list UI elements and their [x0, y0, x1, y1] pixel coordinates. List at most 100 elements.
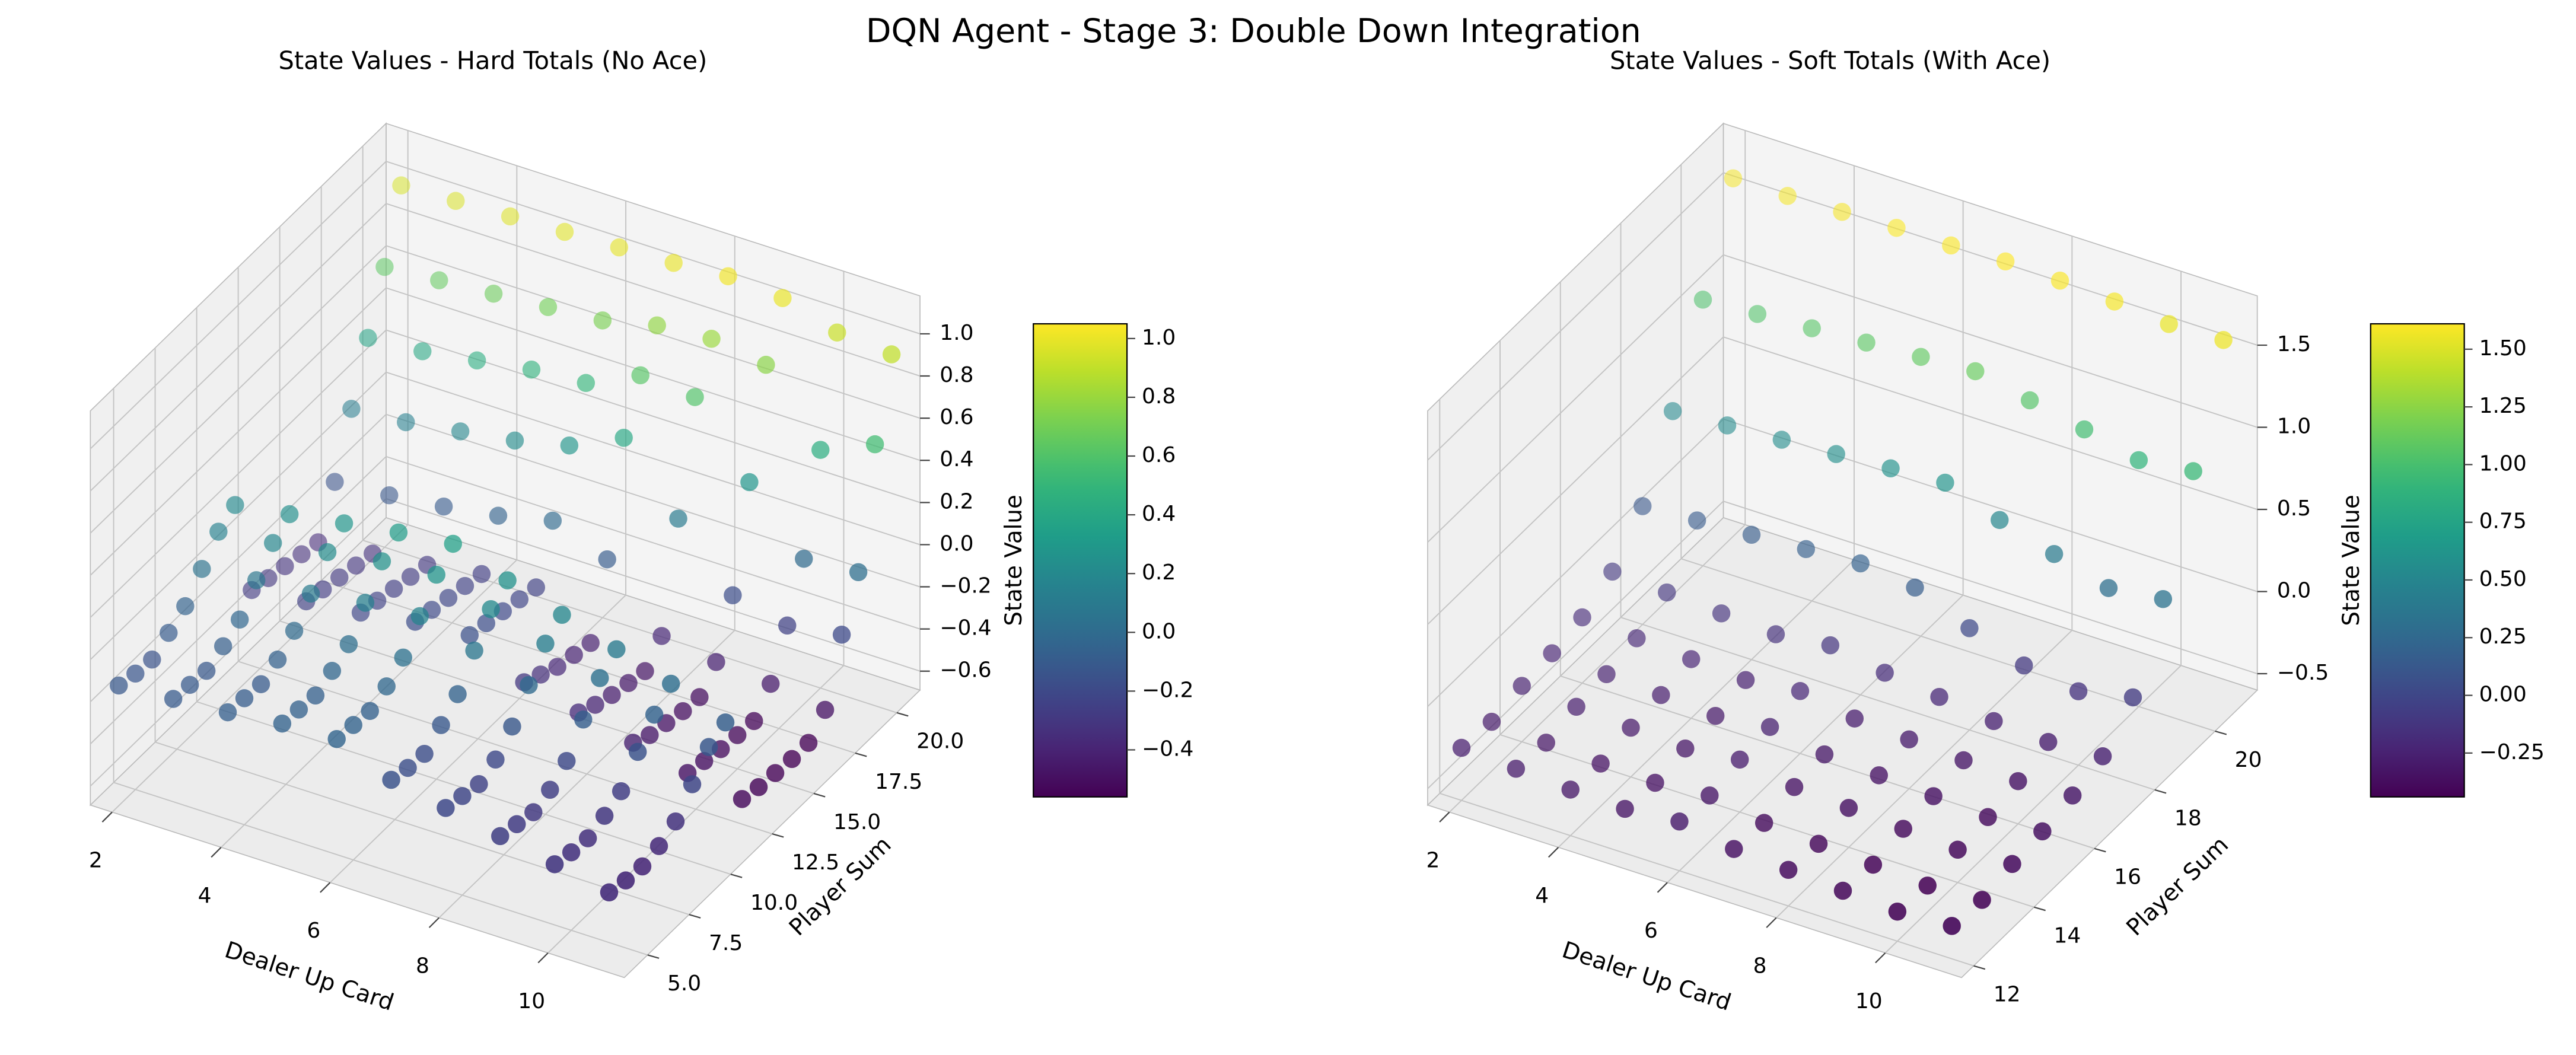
data-point [782, 750, 801, 769]
data-point [1881, 459, 1900, 478]
data-point [610, 238, 629, 257]
data-point [612, 782, 631, 801]
data-point [456, 576, 475, 595]
y-tick [2154, 789, 2167, 794]
data-point [470, 774, 488, 793]
y-tick [647, 954, 660, 959]
data-point [327, 729, 346, 748]
data-point [399, 758, 417, 777]
data-point [392, 176, 410, 195]
data-point [2093, 747, 2112, 766]
z-tick-label: 0.6 [940, 405, 973, 429]
y-tick-label: 17.5 [875, 770, 922, 794]
figure-title: DQN Agent - Stage 3: Double Down Integra… [866, 12, 1641, 50]
y-tick [1973, 965, 1986, 970]
data-point [197, 661, 216, 680]
data-point [690, 688, 709, 706]
data-point [235, 689, 254, 707]
data-point [586, 696, 604, 714]
data-point [2214, 331, 2233, 349]
data-point [394, 648, 412, 667]
data-point [1821, 636, 1840, 655]
grid-line [90, 245, 921, 534]
data-point [342, 400, 361, 418]
colorbar-tick-label: 0.8 [1142, 384, 1176, 409]
data-point [110, 676, 128, 695]
data-point [648, 316, 666, 334]
data-point [1797, 540, 1816, 559]
data-point [209, 522, 228, 541]
x-tick-label: 10 [1855, 989, 1883, 1013]
data-point [2039, 732, 2058, 751]
data-point [2015, 656, 2033, 675]
x-tick [101, 811, 113, 823]
y-tick [2033, 906, 2046, 911]
data-point [1573, 608, 1591, 627]
x-tick-label: 6 [1644, 919, 1658, 943]
data-point [501, 207, 520, 226]
y-tick [772, 833, 784, 838]
data-point [1985, 712, 2003, 731]
data-point [595, 807, 614, 825]
x-tick [537, 952, 549, 964]
data-point [1979, 808, 1997, 827]
data-point [410, 607, 429, 626]
grid-line [438, 236, 735, 919]
data-point [1693, 291, 1712, 309]
data-point [539, 298, 558, 317]
data-point [2045, 544, 2064, 563]
data-point [607, 640, 626, 659]
y-tick-label: 14 [2053, 924, 2081, 948]
data-point [397, 413, 415, 432]
colorbar-tick-label: −0.2 [1142, 678, 1193, 702]
colorbar [2370, 323, 2465, 798]
grid-line [90, 329, 921, 618]
data-point [652, 627, 671, 645]
x-tick [1657, 882, 1668, 893]
x-tick-label: 2 [89, 849, 103, 873]
data-point [1918, 876, 1937, 895]
data-point [1537, 734, 1555, 752]
data-point [816, 700, 835, 719]
data-point [1597, 665, 1616, 684]
data-point [1725, 840, 1743, 858]
data-point [1888, 902, 1907, 921]
colorbar-tick-label: 0.0 [1142, 619, 1176, 643]
data-point [1900, 730, 1918, 749]
data-point [1676, 739, 1695, 758]
x-tick [1547, 847, 1559, 858]
data-point [251, 675, 270, 693]
z-tick-label: 1.0 [940, 321, 973, 345]
x-tick [428, 917, 440, 928]
data-point [600, 883, 619, 902]
data-point [1742, 525, 1761, 544]
data-point [1760, 718, 1779, 737]
data-point [359, 329, 377, 347]
data-point [1687, 511, 1706, 530]
data-point [1736, 671, 1755, 689]
colorbar-label: State Value [2338, 495, 2365, 626]
grid-line [196, 307, 731, 875]
x-tick [320, 882, 331, 893]
colorbar-tick-label: 0.00 [2479, 683, 2527, 707]
data-point [1839, 799, 1858, 817]
data-point [380, 486, 399, 505]
data-point [326, 473, 344, 491]
data-point [574, 710, 593, 729]
data-point [318, 543, 337, 562]
data-point [1912, 348, 1930, 366]
x-tick [1875, 952, 1886, 964]
data-point [285, 621, 304, 640]
data-point [757, 355, 775, 374]
data-point [645, 705, 664, 724]
data-point [382, 770, 400, 789]
data-point [832, 626, 851, 644]
data-point [180, 675, 199, 694]
grid-line [1427, 336, 2257, 625]
data-point [811, 441, 830, 459]
data-point [1996, 252, 2015, 271]
data-point [666, 812, 685, 831]
data-point [1785, 777, 1804, 796]
colorbar-label: State Value [1001, 495, 1027, 626]
